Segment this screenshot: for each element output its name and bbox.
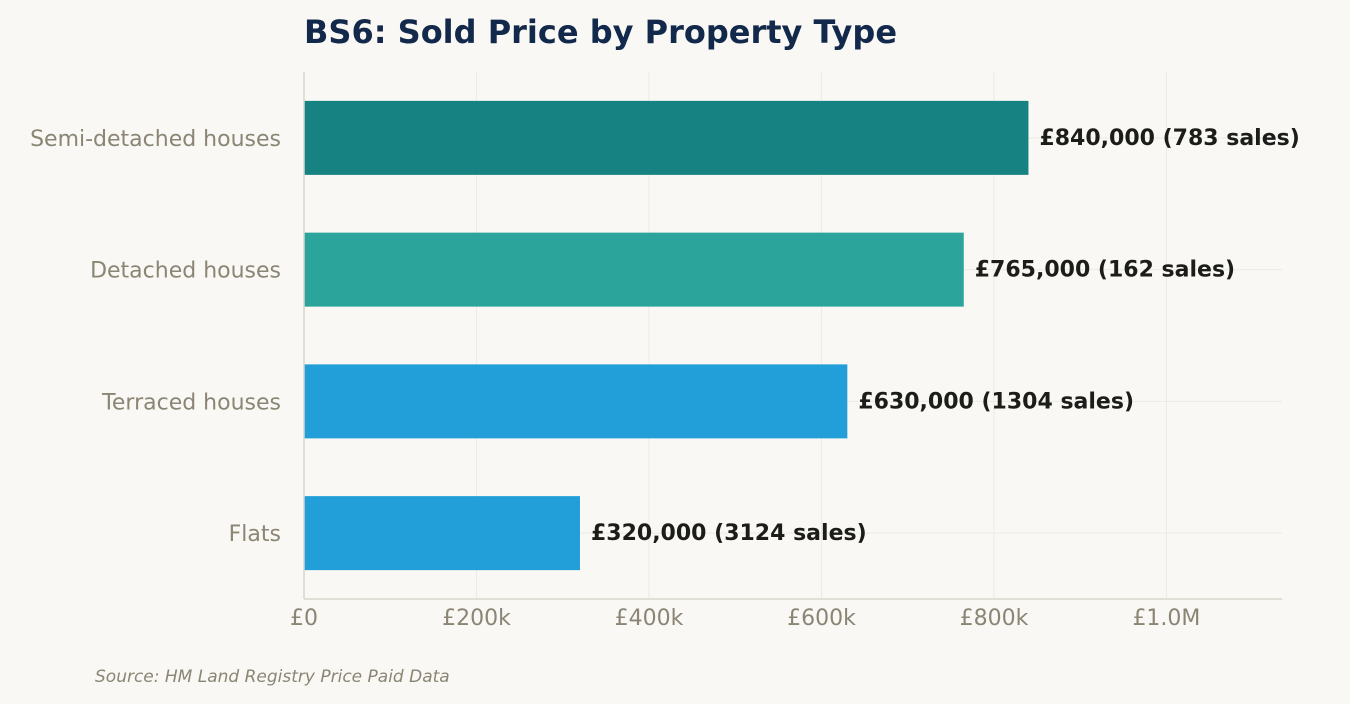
category-label-1: Detached houses (90, 259, 281, 284)
bar-1 (304, 232, 964, 307)
bars (304, 100, 1029, 571)
x-tick-label-1: £200k (442, 606, 511, 631)
value-label-3: £320,000 (3124 sales) (591, 521, 867, 546)
x-tick-label-2: £400k (615, 606, 684, 631)
x-tick-labels: £0 £200k £400k £600k £800k £1.0M (290, 606, 1200, 631)
chart-title: BS6: Sold Price by Property Type (304, 13, 897, 51)
x-tick-label-0: £0 (290, 606, 318, 631)
x-tick-label-3: £600k (787, 606, 856, 631)
bar-0 (304, 100, 1029, 175)
axes (303, 72, 1282, 600)
value-label-1: £765,000 (162 sales) (975, 258, 1235, 283)
category-label-0: Semi-detached houses (30, 127, 281, 152)
category-label-3: Flats (229, 522, 281, 547)
source-note: Source: HM Land Registry Price Paid Data (95, 667, 450, 687)
value-label-0: £840,000 (783 sales) (1039, 126, 1299, 151)
value-labels: £840,000 (783 sales) £765,000 (162 sales)… (591, 126, 1300, 546)
bar-3 (304, 496, 580, 571)
category-labels: Semi-detached houses Detached houses Terra… (30, 127, 281, 547)
x-tick-label-5: £1.0M (1132, 606, 1200, 631)
category-label-2: Terraced houses (101, 390, 281, 415)
value-label-2: £630,000 (1304 sales) (858, 389, 1134, 414)
x-tick-label-4: £800k (960, 606, 1029, 631)
bar-2 (304, 364, 848, 439)
